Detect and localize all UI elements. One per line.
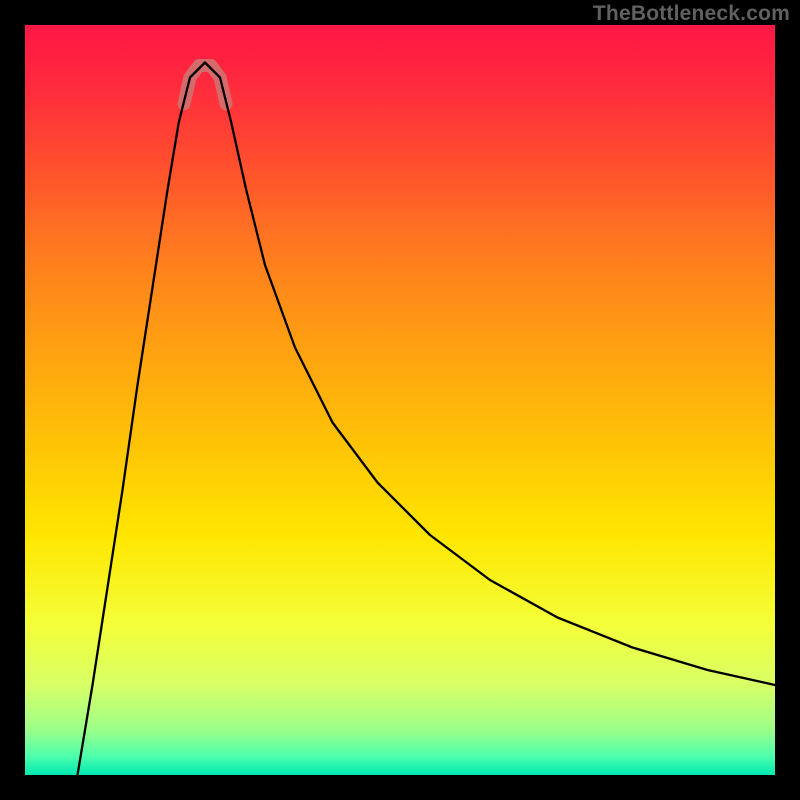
canvas-stage: TheBottleneck.com (0, 0, 800, 800)
plot-area (25, 25, 775, 775)
plot-svg (25, 25, 775, 775)
watermark-text: TheBottleneck.com (593, 2, 790, 26)
gradient-background (25, 25, 775, 775)
